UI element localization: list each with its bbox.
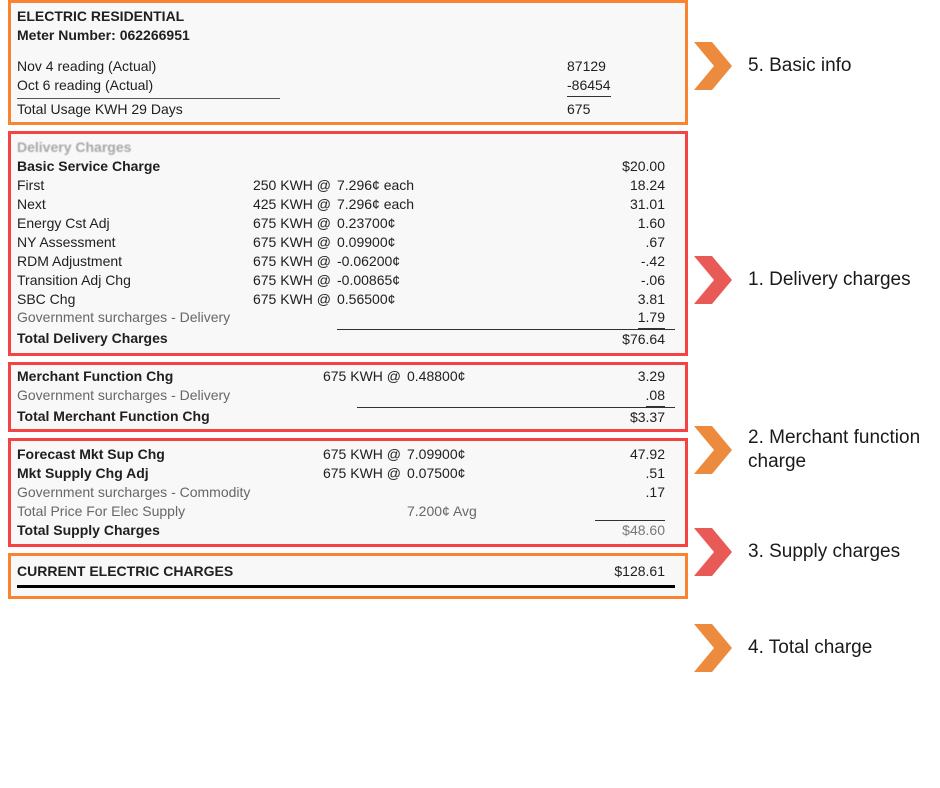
chevron-icon [694, 256, 738, 304]
merchant-surcharge-row: Government surcharges - Delivery .08 [17, 386, 675, 407]
section-merchant: Merchant Function Chg 675 KWH @ 0.48800¢… [8, 362, 688, 432]
total-row: CURRENT ELECTRIC CHARGES $128.61 [17, 562, 675, 581]
delivery-line-item: RDM Adjustment675 KWH @-0.06200¢-.42 [17, 252, 675, 271]
section-total: CURRENT ELECTRIC CHARGES $128.61 [8, 553, 688, 599]
annot-delivery: 1. Delivery charges [694, 256, 911, 304]
delivery-total-row: Total Delivery Charges $76.64 [17, 329, 675, 349]
chevron-icon [694, 426, 738, 474]
delivery-header: Delivery Charges [17, 138, 675, 157]
delivery-line-item: Energy Cst Adj675 KWH @0.23700¢1.60 [17, 214, 675, 233]
supply-total-row: Total Supply Charges $48.60 [17, 521, 675, 540]
annot-supply: 3. Supply charges [694, 528, 900, 576]
bill-column: ELECTRIC RESIDENTIAL Meter Number: 06226… [8, 0, 688, 605]
usage-row: Total Usage KWH 29 Days 675 [17, 100, 675, 119]
merchant-line-1: Merchant Function Chg 675 KWH @ 0.48800¢… [17, 367, 675, 386]
supply-line-1: Forecast Mkt Sup Chg 675 KWH @ 7.09900¢ … [17, 445, 675, 464]
chevron-icon [694, 42, 738, 90]
supply-surcharge-row: Government surcharges - Commodity .17 [17, 483, 675, 502]
annot-basic: 5. Basic info [694, 42, 852, 90]
section-delivery: Delivery Charges Basic Service Charge $2… [8, 131, 688, 356]
delivery-surcharge-row: Government surcharges - Delivery 1.79 [17, 308, 675, 329]
delivery-line-item: NY Assessment675 KWH @0.09900¢.67 [17, 233, 675, 252]
delivery-line-item: Next425 KWH @7.296¢ each31.01 [17, 195, 675, 214]
meter-line: Meter Number: 062266951 [17, 26, 675, 45]
merchant-total-row: Total Merchant Function Chg $3.37 [17, 407, 675, 427]
annot-merchant: 2. Merchant function charge [694, 426, 934, 474]
delivery-line-items: First250 KWH @7.296¢ each18.24Next425 KW… [17, 176, 675, 308]
delivery-line-item: Transition Adj Chg675 KWH @-0.00865¢-.06 [17, 271, 675, 290]
supply-line-2: Mkt Supply Chg Adj 675 KWH @ 0.07500¢ .5… [17, 464, 675, 483]
section-supply: Forecast Mkt Sup Chg 675 KWH @ 7.09900¢ … [8, 438, 688, 547]
basic-service-row: Basic Service Charge $20.00 [17, 157, 675, 176]
delivery-line-item: First250 KWH @7.296¢ each18.24 [17, 176, 675, 195]
reading-row-1: Nov 4 reading (Actual) 87129 [17, 57, 675, 76]
chevron-icon [694, 624, 738, 672]
supply-price-row: Total Price For Elec Supply 7.200¢ Avg [17, 502, 675, 521]
section-basic-info: ELECTRIC RESIDENTIAL Meter Number: 06226… [8, 0, 688, 125]
annot-total: 4. Total charge [694, 624, 872, 672]
reading-row-2: Oct 6 reading (Actual) -86454 [17, 76, 675, 97]
delivery-line-item: SBC Chg675 KWH @0.56500¢3.81 [17, 290, 675, 309]
service-type: ELECTRIC RESIDENTIAL [17, 7, 675, 26]
chevron-icon [694, 528, 738, 576]
